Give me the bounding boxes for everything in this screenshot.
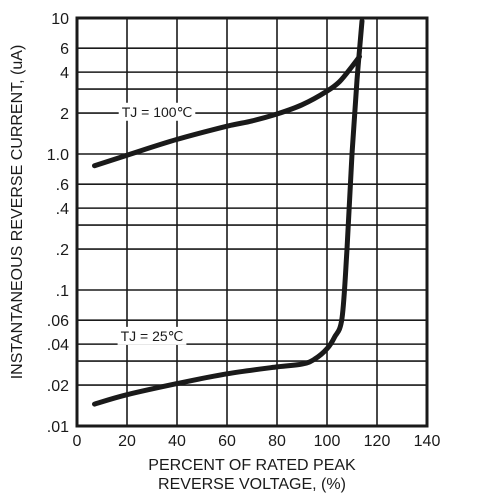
x-axis-ticks: 0 20 40 60 80 100 120 140 xyxy=(73,433,441,450)
x-tick-label: 120 xyxy=(364,433,391,450)
y-tick-label: .4 xyxy=(56,201,69,218)
annotation-background xyxy=(118,102,196,121)
annotation-label: TJ = 25℃ xyxy=(121,328,184,344)
x-tick-label: 40 xyxy=(168,433,186,450)
x-axis-label-line1: PERCENT OF RATED PEAK xyxy=(148,457,356,474)
grid xyxy=(76,17,428,427)
annotation-tj-25c: TJ = 25℃ xyxy=(117,326,187,345)
annotation-label: TJ = 100℃ xyxy=(122,104,193,120)
y-tick-label: 4 xyxy=(60,65,69,82)
plot-frame xyxy=(75,16,429,428)
y-tick-label: .6 xyxy=(56,177,69,194)
y-tick-label: .04 xyxy=(47,337,69,354)
x-tick-label: 100 xyxy=(314,433,341,450)
y-tick-label: .06 xyxy=(47,313,69,330)
y-tick-label: .2 xyxy=(56,242,69,259)
series-line-tj-100c xyxy=(92,54,362,169)
y-tick-label: 6 xyxy=(60,41,69,58)
y-tick-label: 2 xyxy=(60,106,69,123)
annotation-background xyxy=(117,326,187,345)
x-tick-label: 80 xyxy=(268,433,286,450)
y-tick-label: 1.0 xyxy=(47,147,69,164)
series-curves xyxy=(92,18,365,407)
annotation-tj-100c: TJ = 100℃ xyxy=(118,102,196,121)
y-tick-label: .1 xyxy=(56,283,69,300)
series-annotations: TJ = 100℃ TJ = 25℃ xyxy=(117,102,196,345)
x-tick-label: 140 xyxy=(414,433,441,450)
x-axis-label-line2: REVERSE VOLTAGE, (%) xyxy=(158,476,346,493)
y-tick-label: .02 xyxy=(47,378,69,395)
x-tick-label: 0 xyxy=(73,433,82,450)
y-tick-label: 10 xyxy=(51,11,69,28)
series-line-tj-25c xyxy=(92,18,365,407)
x-tick-label: 60 xyxy=(218,433,236,450)
y-axis-label: INSTANTANEOUS REVERSE CURRENT, (uA) xyxy=(9,45,26,380)
y-tick-label: .01 xyxy=(47,419,69,436)
y-axis-ticks: .01 .02 .04 .06 .1 .2 .4 .6 1.0 2 4 6 10 xyxy=(47,11,69,436)
x-tick-label: 20 xyxy=(118,433,136,450)
